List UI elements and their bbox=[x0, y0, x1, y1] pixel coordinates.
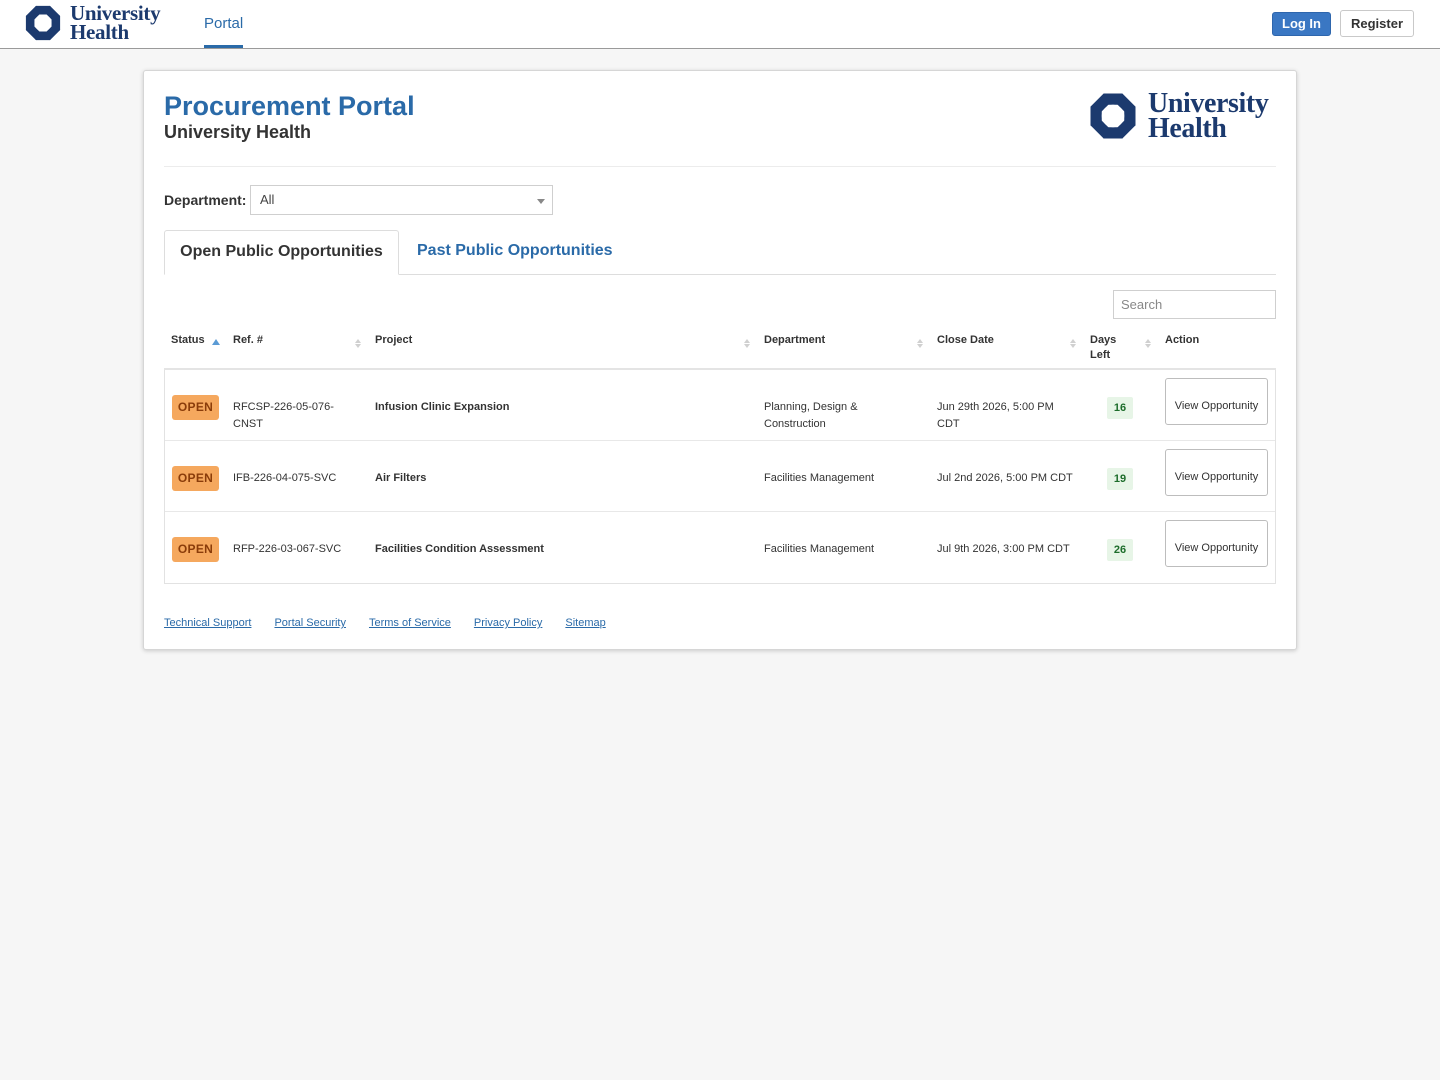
table-body: OPEN RFCSP-226-05-076-CNST Infusion Clin… bbox=[164, 370, 1276, 584]
tab-past-opportunities[interactable]: Past Public Opportunities bbox=[417, 242, 613, 259]
table-row: OPEN IFB-226-04-075-SVC Air Filters Faci… bbox=[165, 441, 1275, 512]
view-opportunity-button[interactable]: View Opportunity bbox=[1165, 520, 1268, 567]
brand-line-2: Health bbox=[70, 20, 129, 44]
view-opportunity-button[interactable]: View Opportunity bbox=[1165, 378, 1268, 425]
sort-ascending-icon bbox=[212, 339, 220, 345]
footer-link-portal-security[interactable]: Portal Security bbox=[274, 617, 346, 629]
opportunities-table: Status Ref. # Project Department Close D… bbox=[164, 329, 1276, 584]
col-department-header[interactable]: Department bbox=[764, 334, 826, 346]
ref-number: RFP-226-03-067-SVC bbox=[233, 543, 342, 555]
opportunity-tabs: Open Public Opportunities Past Public Op… bbox=[164, 230, 1276, 275]
footer-link-sitemap[interactable]: Sitemap bbox=[565, 617, 606, 629]
footer-link-technical-support[interactable]: Technical Support bbox=[164, 617, 252, 629]
close-date: Jun 29th 2026, 5:00 PM CDT bbox=[937, 401, 1054, 430]
caret-down-icon bbox=[537, 199, 545, 204]
days-left-badge: 26 bbox=[1107, 539, 1133, 561]
col-project-header[interactable]: Project bbox=[375, 334, 413, 346]
project-name: Air Filters bbox=[375, 472, 427, 484]
department-name: Facilities Management bbox=[764, 543, 875, 555]
brand-line-1: University bbox=[70, 1, 161, 25]
view-opportunity-button[interactable]: View Opportunity bbox=[1165, 449, 1268, 496]
project-name: Facilities Condition Assessment bbox=[375, 543, 544, 555]
sort-arrows-icon bbox=[355, 339, 362, 348]
department-name: Planning, Design & Construction bbox=[764, 401, 858, 430]
table-row: OPEN RFCSP-226-05-076-CNST Infusion Clin… bbox=[165, 370, 1275, 441]
register-button[interactable]: Register bbox=[1340, 10, 1414, 37]
nav-portal-link[interactable]: Portal bbox=[204, 0, 244, 48]
close-date: Jul 9th 2026, 3:00 PM CDT bbox=[937, 543, 1070, 555]
table-header: Status Ref. # Project Department Close D… bbox=[164, 329, 1276, 370]
university-health-star-icon bbox=[25, 5, 61, 41]
table-row: OPEN RFP-226-03-067-SVC Facilities Condi… bbox=[165, 512, 1275, 583]
header-divider bbox=[164, 166, 1276, 167]
col-days-left-header[interactable]: Days Left bbox=[1090, 334, 1117, 361]
status-badge: OPEN bbox=[172, 395, 219, 420]
procurement-card: Procurement Portal University Health Uni… bbox=[143, 70, 1297, 650]
ref-number: RFCSP-226-05-076-CNST bbox=[233, 401, 334, 430]
brand-wordmark: University Health bbox=[70, 1, 161, 44]
page-title: Procurement Portal bbox=[164, 91, 415, 121]
col-ref-header[interactable]: Ref. # bbox=[233, 334, 263, 346]
footer-link-terms-of-service[interactable]: Terms of Service bbox=[368, 617, 451, 629]
sort-arrows-icon bbox=[917, 339, 924, 348]
card-logo: University Health bbox=[1088, 88, 1269, 144]
department-label: Department: bbox=[164, 192, 247, 208]
days-left-badge: 19 bbox=[1107, 468, 1133, 490]
nav-portal-label: Portal bbox=[204, 15, 244, 32]
project-name: Infusion Clinic Expansion bbox=[375, 401, 510, 413]
search-input[interactable] bbox=[1113, 290, 1276, 319]
footer-link-privacy-policy[interactable]: Privacy Policy bbox=[473, 617, 543, 629]
department-select-value: All bbox=[260, 192, 275, 207]
card-logo-line-1: University bbox=[1148, 88, 1269, 119]
sort-arrows-icon bbox=[744, 339, 751, 348]
footer-links: Technical Support Portal Security Terms … bbox=[164, 617, 629, 629]
department-select[interactable]: All bbox=[250, 185, 553, 215]
days-left-badge: 16 bbox=[1107, 397, 1133, 419]
page-subtitle: University Health bbox=[164, 122, 312, 142]
nav-active-indicator bbox=[204, 45, 244, 48]
ref-number: IFB-226-04-075-SVC bbox=[233, 472, 337, 484]
login-button[interactable]: Log In bbox=[1272, 12, 1331, 36]
status-badge: OPEN bbox=[172, 466, 219, 491]
tab-open-opportunities[interactable]: Open Public Opportunities bbox=[164, 230, 399, 275]
status-badge: OPEN bbox=[172, 537, 219, 562]
close-date: Jul 2nd 2026, 5:00 PM CDT bbox=[937, 472, 1073, 484]
col-close-date-header[interactable]: Close Date bbox=[937, 334, 994, 346]
university-health-star-icon bbox=[1090, 93, 1136, 139]
col-status-header[interactable]: Status bbox=[171, 334, 205, 346]
top-navbar: University Health Portal Log In Register bbox=[0, 0, 1440, 49]
card-logo-line-2: Health bbox=[1148, 113, 1227, 144]
card-logo-wordmark: University Health bbox=[1148, 88, 1269, 144]
department-name: Facilities Management bbox=[764, 472, 875, 484]
sort-arrows-icon bbox=[1070, 339, 1077, 348]
brand-logo[interactable]: University Health bbox=[24, 1, 161, 44]
col-action-header: Action bbox=[1165, 334, 1200, 346]
sort-arrows-icon bbox=[1145, 339, 1152, 348]
